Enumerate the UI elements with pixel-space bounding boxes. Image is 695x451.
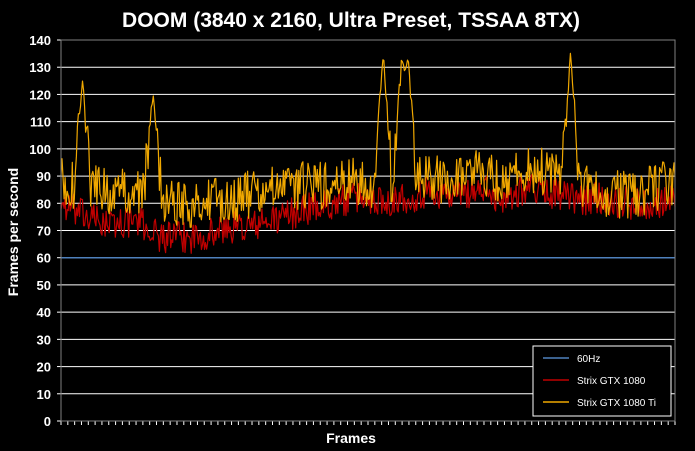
series-lines [60, 52, 676, 259]
y-tick-label-130: 130 [29, 60, 51, 75]
y-axis-label: Frames per second [5, 168, 21, 296]
y-tick-label-10: 10 [37, 387, 51, 402]
series-line-strix-gtx-1080 [60, 173, 676, 254]
y-tick-label-0: 0 [44, 414, 51, 429]
y-tick-label-100: 100 [29, 142, 51, 157]
legend-item-label: Strix GTX 1080 [577, 376, 646, 387]
y-tick-label-140: 140 [29, 33, 51, 48]
y-tick-label-90: 90 [37, 169, 51, 184]
y-tick-label-40: 40 [37, 305, 51, 320]
y-tick-labels: 0 10 20 30 40 50 60 70 80 90 100 110 120 130 140 [29, 33, 61, 429]
y-tick-label-70: 70 [37, 224, 51, 239]
x-axis-label: Frames [326, 430, 376, 446]
legend-item-label: Strix GTX 1080 Ti [577, 398, 656, 409]
y-tick-label-80: 80 [37, 196, 51, 211]
chart-title: DOOM (3840 x 2160, Ultra Preset, TSSAA 8… [122, 9, 580, 32]
y-tick-label-110: 110 [30, 115, 51, 130]
y-tick-label-30: 30 [37, 332, 51, 347]
gridlines [61, 39, 675, 395]
y-tick-label-120: 120 [29, 87, 51, 102]
plot-frame [60, 39, 676, 422]
legend: 60Hz Strix GTX 1080 Strix GTX 1080 Ti [532, 345, 672, 417]
x-tick-marks [60, 421, 676, 425]
y-tick-label-60: 60 [37, 251, 51, 266]
y-tick-label-20: 20 [37, 360, 51, 375]
series-line-strix-gtx-1080-ti [60, 52, 676, 228]
legend-item-label: 60Hz [577, 354, 600, 365]
y-tick-label-50: 50 [37, 278, 51, 293]
